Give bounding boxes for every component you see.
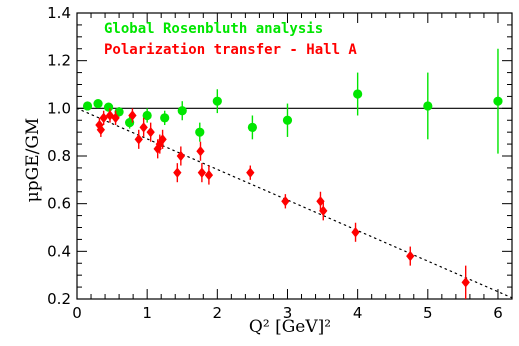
- data-point: [316, 196, 325, 207]
- data-point: [96, 124, 106, 135]
- data-point: [128, 110, 137, 121]
- data-points: [82, 48, 503, 299]
- x-tick-label: 5: [423, 304, 433, 322]
- series-polarization: [95, 108, 470, 299]
- legend: Global Rosenbluth analysis Polarization …: [104, 21, 357, 58]
- y-tick-label: 0.8: [47, 147, 71, 165]
- x-tick-label: 0: [72, 304, 82, 322]
- data-point: [353, 89, 363, 99]
- y-tick-label: 1.2: [47, 52, 71, 70]
- y-axis-label: μpGE/GM: [23, 118, 43, 203]
- x-tick-label: 6: [493, 304, 503, 322]
- y-tick-label: 0.4: [47, 242, 71, 260]
- legend-entry-rosenbluth: Global Rosenbluth analysis: [104, 21, 323, 37]
- data-point: [111, 112, 120, 124]
- data-point: [103, 102, 114, 112]
- fit-line: [76, 107, 513, 299]
- series-rosenbluth: [82, 48, 503, 154]
- data-point: [461, 277, 470, 288]
- data-point: [196, 146, 205, 157]
- data-point: [93, 98, 103, 109]
- data-point: [82, 101, 93, 111]
- data-point: [158, 134, 167, 145]
- x-axis-label: Q² [GeV]²: [249, 317, 331, 337]
- data-point: [146, 126, 155, 138]
- data-point: [173, 167, 182, 178]
- reference-lines: [76, 107, 513, 299]
- data-point: [212, 96, 222, 106]
- data-point: [197, 167, 207, 178]
- y-tick-label: 1.0: [47, 99, 71, 117]
- x-tick-label: 3: [283, 304, 293, 322]
- data-point: [134, 134, 143, 145]
- data-point: [282, 115, 293, 125]
- y-tick-label: 0.6: [47, 195, 71, 213]
- x-tick-label: 2: [213, 304, 223, 322]
- data-point: [493, 96, 503, 106]
- data-point: [195, 127, 205, 137]
- data-point: [423, 101, 433, 111]
- data-point: [160, 113, 170, 123]
- data-point: [177, 106, 187, 116]
- data-point: [247, 122, 258, 132]
- y-tick-label: 0.2: [47, 290, 71, 308]
- y-tick-label: 1.4: [47, 4, 71, 22]
- data-point: [142, 110, 152, 121]
- x-tick-label: 1: [142, 304, 152, 322]
- data-point: [319, 205, 328, 217]
- data-point: [176, 150, 185, 162]
- data-point: [99, 112, 108, 124]
- axes: 0 1 2 3 4 5 6 0.2 0.4 0.6 0.8 1.0 1.2 1.4: [47, 4, 513, 322]
- data-point: [139, 122, 148, 133]
- data-point: [246, 167, 255, 178]
- data-point: [351, 227, 360, 238]
- data-point: [281, 196, 290, 207]
- legend-entry-polarization: Polarization transfer - Hall A: [104, 42, 357, 58]
- data-point: [406, 250, 415, 262]
- x-tick-label: 4: [353, 304, 363, 322]
- data-point: [204, 169, 214, 181]
